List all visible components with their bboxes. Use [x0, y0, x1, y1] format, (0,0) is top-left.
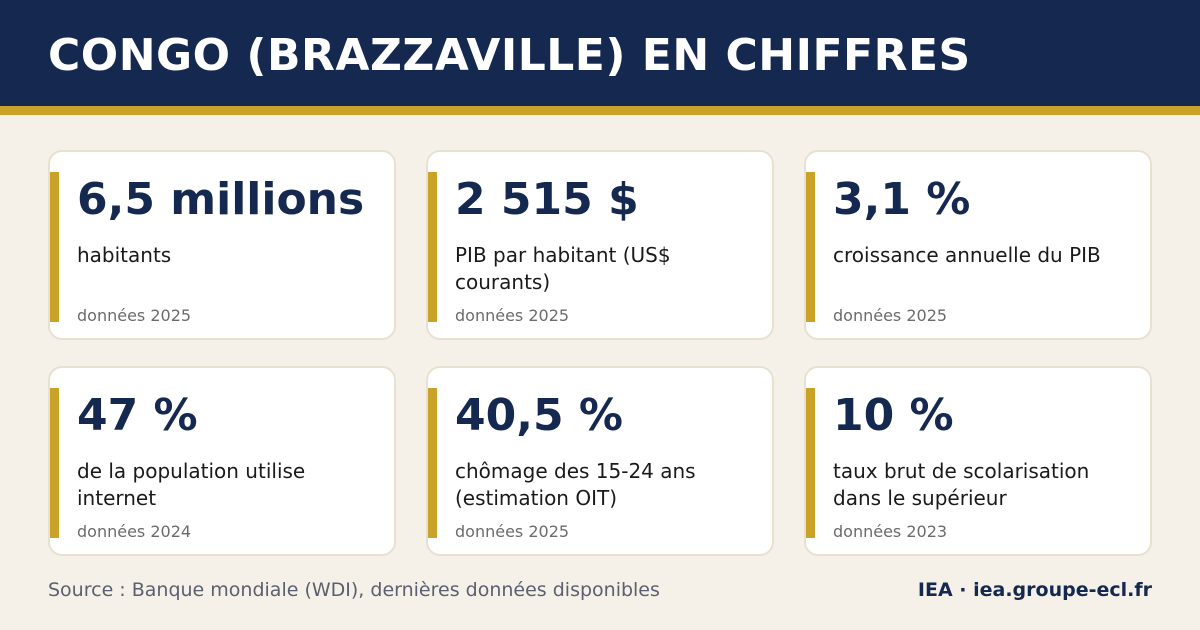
card-accent-bar [806, 172, 815, 322]
header-bar: CONGO (BRAZZAVILLE) EN CHIFFRES [0, 0, 1200, 106]
footer-source: Source : Banque mondiale (WDI), dernière… [48, 579, 660, 601]
stat-card-population: 6,5 millions habitants données 2025 [48, 150, 396, 340]
footer-brand-link[interactable]: IEA · iea.groupe-ecl.fr [917, 579, 1152, 601]
stat-value: 40,5 % [455, 390, 623, 441]
stat-value: 10 % [833, 390, 954, 441]
card-accent-bar [806, 388, 815, 538]
stat-year: données 2025 [455, 522, 570, 541]
card-accent-bar [50, 172, 59, 322]
stat-label: PIB par habitant (US$ courants) [455, 243, 671, 294]
header-accent-band [0, 106, 1200, 115]
stat-year: données 2025 [77, 306, 192, 325]
stat-year: données 2023 [833, 522, 948, 541]
stat-value: 6,5 millions [77, 174, 365, 225]
stat-year: données 2024 [77, 522, 192, 541]
stat-card-tertiary-enrollment: 10 % taux brut de scolarisation dans le … [804, 366, 1152, 556]
stat-label: habitants [77, 243, 172, 267]
stat-year: données 2025 [455, 306, 570, 325]
stat-label: chômage des 15-24 ans (estimation OIT) [455, 459, 696, 510]
page-title: CONGO (BRAZZAVILLE) EN CHIFFRES [48, 30, 971, 81]
stat-value: 47 % [77, 390, 198, 441]
card-accent-bar [428, 388, 437, 538]
card-accent-bar [50, 388, 59, 538]
card-accent-bar [428, 172, 437, 322]
stat-value: 3,1 % [833, 174, 971, 225]
stat-card-internet-use: 47 % de la population utilise internet d… [48, 366, 396, 556]
stat-card-youth-unemployment: 40,5 % chômage des 15-24 ans (estimation… [426, 366, 774, 556]
stat-card-gdp-growth: 3,1 % croissance annuelle du PIB données… [804, 150, 1152, 340]
stat-label: de la population utilise internet [77, 459, 306, 510]
stat-year: données 2025 [833, 306, 948, 325]
stat-label: croissance annuelle du PIB [833, 243, 1101, 267]
stat-value: 2 515 $ [455, 174, 639, 225]
stat-label: taux brut de scolarisation dans le supér… [833, 459, 1090, 510]
stat-card-gdp-per-capita: 2 515 $ PIB par habitant (US$ courants) … [426, 150, 774, 340]
stats-grid: 6,5 millions habitants données 2025 2 51… [48, 150, 1152, 556]
